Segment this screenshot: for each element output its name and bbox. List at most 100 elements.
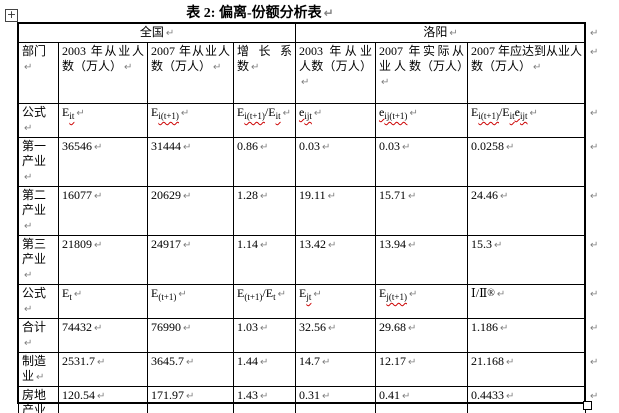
header-dept[interactable]: 部门 ↵	[18, 42, 59, 104]
header-text: 增 长 系 数	[237, 44, 293, 73]
header-luoyang-2003[interactable]: 2003 年从业人数（万人） ↵	[295, 42, 377, 104]
table-resize-handle[interactable]	[583, 401, 592, 410]
formula-row-label[interactable]: 公式 ↵	[18, 103, 59, 138]
cell-value: 1.03	[237, 320, 258, 334]
formula-text: Ⅰ/Ⅱ®	[471, 286, 495, 300]
end-of-cell-mark-icon: ↵	[408, 191, 417, 202]
formula-text: Ei(t+1)/Eit	[237, 105, 281, 121]
cell-value: 1.14	[237, 237, 258, 251]
formula-text: Ejt	[299, 286, 312, 302]
data-cell[interactable]: 1.44 ↵	[232, 352, 297, 387]
data-cell[interactable]: 19.11 ↵	[295, 186, 377, 236]
data-cell[interactable]: 24.46 ↵	[467, 186, 587, 236]
data-cell[interactable]: 1.43 ↵	[232, 386, 297, 413]
group-header-national-text: 全国	[139, 25, 164, 39]
end-of-cell-mark-icon: ↵	[496, 289, 506, 300]
formula-cell[interactable]: Ei(t+1)/Eit ↵	[232, 103, 297, 138]
data-cell[interactable]: 0.31 ↵	[295, 386, 377, 413]
formula-cell[interactable]: E(t+1)/Et ↵	[232, 284, 297, 319]
formula-cell[interactable]: Ⅰ/Ⅱ® ↵	[467, 284, 587, 319]
header-text: 2007 年应达到从业人数（万人）	[471, 44, 583, 73]
data-cell[interactable]: 1.03 ↵	[232, 318, 297, 353]
formula-cell[interactable]: Ei(t+1)/Eiteijt ↵	[467, 103, 587, 138]
data-cell[interactable]: 120.54 ↵	[58, 386, 148, 413]
end-of-cell-mark-icon: ↵	[328, 240, 337, 251]
data-cell[interactable]: 16077 ↵	[58, 186, 148, 236]
data-cell[interactable]: 24917 ↵	[147, 235, 234, 285]
cell-value: 32.56	[299, 320, 327, 334]
end-of-cell-mark-icon: ↵	[165, 28, 175, 39]
end-of-cell-mark-icon: ↵	[500, 191, 509, 202]
data-cell[interactable]: 76990 ↵	[147, 318, 234, 353]
data-cell[interactable]: 32.56 ↵	[295, 318, 377, 353]
data-cell[interactable]: 13.42 ↵	[295, 235, 377, 285]
cell-value: 36546	[62, 139, 92, 153]
cell-value: 0.03	[299, 139, 321, 153]
data-cell[interactable]: 2531.7 ↵	[58, 352, 148, 387]
data-cell[interactable]: 0.41 ↵	[375, 386, 469, 413]
table-move-handle-icon[interactable]: +	[5, 8, 18, 22]
table-caption[interactable]: 表 2: 偏离-份额分析表 ↵	[0, 2, 520, 22]
data-cell[interactable]: 0.03 ↵	[375, 137, 469, 187]
data-cell[interactable]: 21809 ↵	[58, 235, 148, 285]
header-text: 2003 年从业人数（万人）	[62, 44, 144, 73]
data-cell[interactable]: 0.86 ↵	[232, 137, 297, 187]
label-text: 合计	[22, 320, 47, 334]
end-of-cell-mark-icon: ↵	[180, 108, 190, 119]
formula-cell[interactable]: Ei(t+1) ↵	[147, 103, 234, 138]
data-cell[interactable]: 15.71 ↵	[375, 186, 469, 236]
data-cell[interactable]: 3645.7 ↵	[147, 352, 234, 387]
data-cell[interactable]: 14.7 ↵	[295, 352, 377, 387]
header-luoyang-2007-expected[interactable]: 2007 年应达到从业人数（万人） ↵	[467, 42, 587, 104]
data-cell[interactable]: 36546 ↵	[58, 137, 148, 187]
data-cell[interactable]: 15.3 ↵	[467, 235, 587, 285]
cell-value: 76990	[151, 320, 181, 334]
data-cell[interactable]: 31444 ↵	[147, 137, 234, 187]
data-cell[interactable]: 1.186 ↵	[467, 318, 587, 353]
data-cell[interactable]: 21.168 ↵	[467, 352, 587, 387]
formula-cell[interactable]: Et ↵	[58, 284, 148, 319]
cell-value: 0.86	[237, 139, 258, 153]
formula-cell[interactable]: eijt ↵	[295, 103, 377, 138]
end-of-cell-mark-icon: ↵	[94, 191, 103, 202]
data-cell[interactable]: 74432 ↵	[58, 318, 148, 353]
formula-row-label[interactable]: 公式 ↵	[18, 284, 59, 319]
formula-cell[interactable]: E(t+1) ↵	[147, 284, 234, 319]
data-cell[interactable]: 0.0258 ↵	[467, 137, 587, 187]
data-cell[interactable]: 29.68 ↵	[375, 318, 469, 353]
data-cell[interactable]: 13.94 ↵	[375, 235, 469, 285]
header-luoyang-2007-actual[interactable]: 2007 年实际从 业 人 数（万人） ↵	[375, 42, 469, 104]
end-of-cell-mark-icon: ↵	[24, 304, 33, 315]
formula-cell[interactable]: Ej(t+1) ↵	[375, 284, 469, 319]
end-of-cell-mark-icon: ↵	[328, 323, 337, 334]
header-national-2003[interactable]: 2003 年从业人数（万人） ↵	[58, 42, 148, 104]
table-row: 公式↵ Eit ↵ Ei(t+1) ↵ Ei(t+1)/Eit ↵ eijt ↵ eij…	[18, 103, 606, 138]
row-label-secondary-industry[interactable]: 第二产业 ↵	[18, 186, 59, 236]
data-cell[interactable]: 12.17 ↵	[375, 352, 469, 387]
group-header-national[interactable]: 全国 ↵	[17, 23, 297, 43]
data-cell[interactable]: 20629 ↵	[147, 186, 234, 236]
data-cell[interactable]: 0.4433 ↵	[467, 386, 587, 413]
row-label-primary-industry[interactable]: 第一产业 ↵	[18, 137, 59, 187]
data-cell[interactable]: 1.28 ↵	[232, 186, 297, 236]
header-national-2007[interactable]: 2007 年从业人数（万人） ↵	[147, 42, 234, 104]
end-of-cell-mark-icon: ↵	[313, 108, 323, 119]
row-label-total[interactable]: 合计 ↵	[18, 318, 59, 353]
group-header-luoyang-text: 洛阳	[423, 25, 448, 39]
data-cell[interactable]: 1.14 ↵	[232, 235, 297, 285]
end-of-row-mark-icon: ↵	[590, 190, 599, 202]
formula-cell[interactable]: Eit ↵	[58, 103, 148, 138]
row-label-real-estate[interactable]: 房地产业®↵	[18, 386, 59, 413]
formula-text: Ei(t+1)	[151, 105, 179, 121]
group-header-luoyang[interactable]: 洛阳 ↵	[295, 23, 587, 43]
row-label-manufacturing[interactable]: 制造业 ↵	[18, 352, 59, 387]
formula-cell[interactable]: eij(t+1) ↵	[375, 103, 469, 138]
header-growth-coefficient[interactable]: 增 长 系 数 ↵	[232, 42, 297, 104]
row-end-area: ↵	[585, 318, 606, 353]
formula-cell[interactable]: Ejt ↵	[295, 284, 377, 319]
data-cell[interactable]: 171.97 ↵	[147, 386, 234, 413]
header-dept-text: 部门	[22, 44, 47, 58]
data-cell[interactable]: 0.03 ↵	[295, 137, 377, 187]
row-label-tertiary-industry[interactable]: 第三产业 ↵	[18, 235, 59, 285]
